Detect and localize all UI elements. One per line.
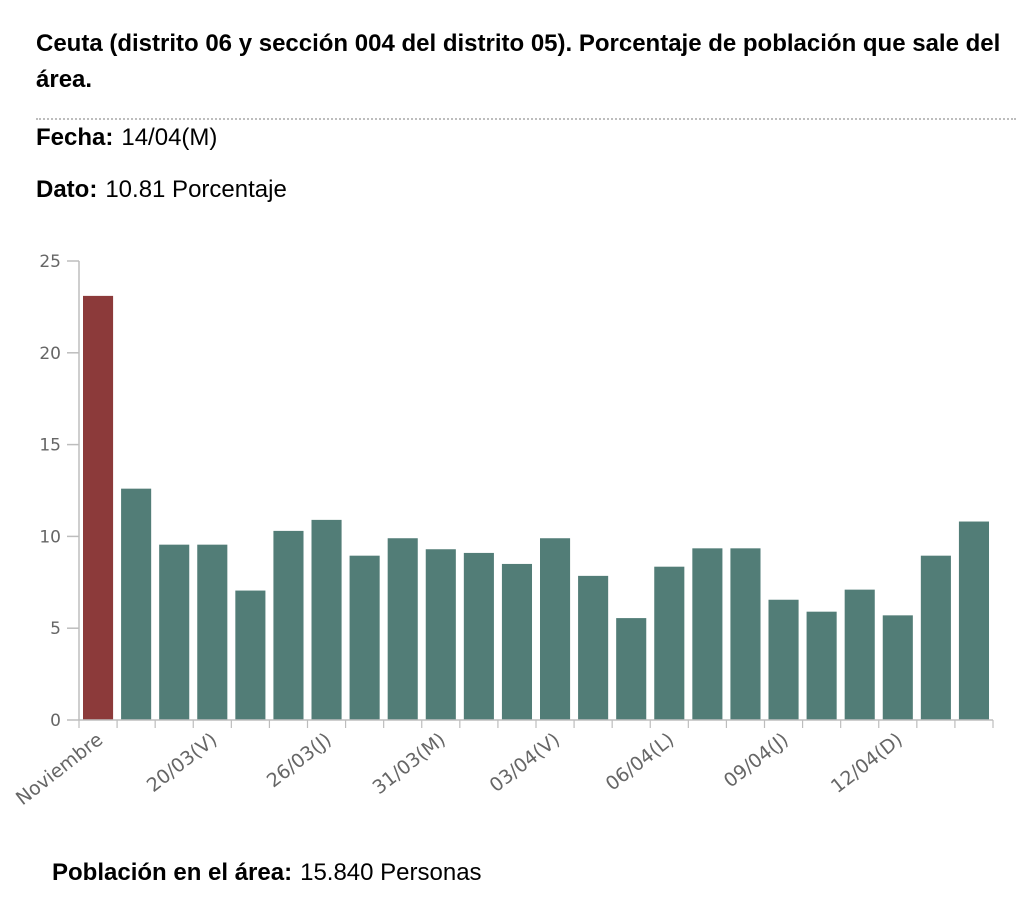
daily-bar (387, 538, 418, 720)
daily-bar (882, 615, 913, 720)
daily-bar (920, 555, 951, 720)
daily-bar (692, 548, 723, 720)
daily-bar (540, 538, 571, 720)
date-row: Fecha: 14/04(M) (36, 124, 217, 152)
daily-bar (730, 548, 761, 720)
y-tick-label: 20 (39, 344, 61, 364)
daily-bar (197, 544, 228, 720)
x-tick-label: 31/03(M) (369, 729, 450, 799)
daily-bar (768, 599, 799, 720)
chart-title: Ceuta (distrito 06 y sección 004 del dis… (36, 30, 1001, 93)
x-tick-label: 03/04(V) (486, 729, 565, 797)
daily-bar (425, 549, 456, 720)
daily-bar (616, 618, 647, 720)
daily-bar (578, 575, 609, 720)
y-tick-label: 25 (39, 252, 61, 272)
population-row: Población en el área: 15.840 Personas (52, 858, 482, 888)
daily-bar (235, 590, 266, 720)
x-tick-label: 09/04(J) (720, 729, 793, 793)
y-tick-label: 10 (39, 527, 61, 547)
x-tick-label: 12/04(D) (827, 729, 907, 798)
y-tick-label: 0 (50, 711, 61, 731)
y-tick-label: 5 (50, 619, 61, 639)
daily-bar (806, 611, 837, 720)
date-value: 14/04(M) (121, 124, 218, 151)
daily-bar (121, 488, 152, 720)
value-row: Dato: 10.81 Porcentaje (36, 176, 287, 204)
value-label: Dato: (36, 176, 98, 203)
daily-bar (958, 521, 990, 720)
x-tick-label: 20/03(V) (143, 729, 222, 797)
reference-bar (83, 295, 114, 720)
x-tick-label: Noviembre (12, 729, 107, 810)
daily-bar (501, 563, 533, 720)
x-tick-label: 06/04(L) (602, 729, 679, 796)
date-label: Fecha: (36, 124, 114, 151)
title-divider (36, 118, 1016, 120)
daily-bar (159, 544, 190, 720)
y-tick-label: 15 (39, 436, 61, 456)
daily-bar (311, 519, 342, 720)
daily-bar (463, 552, 494, 720)
daily-bar (273, 530, 304, 720)
daily-bar (654, 566, 685, 720)
daily-bar (349, 555, 380, 720)
x-tick-label: 26/03(J) (263, 729, 336, 793)
population-value: 15.840 Personas (300, 859, 482, 886)
population-label: Población en el área: (52, 859, 293, 886)
daily-bar (844, 589, 875, 720)
value-value: 10.81 Porcentaje (105, 176, 287, 203)
